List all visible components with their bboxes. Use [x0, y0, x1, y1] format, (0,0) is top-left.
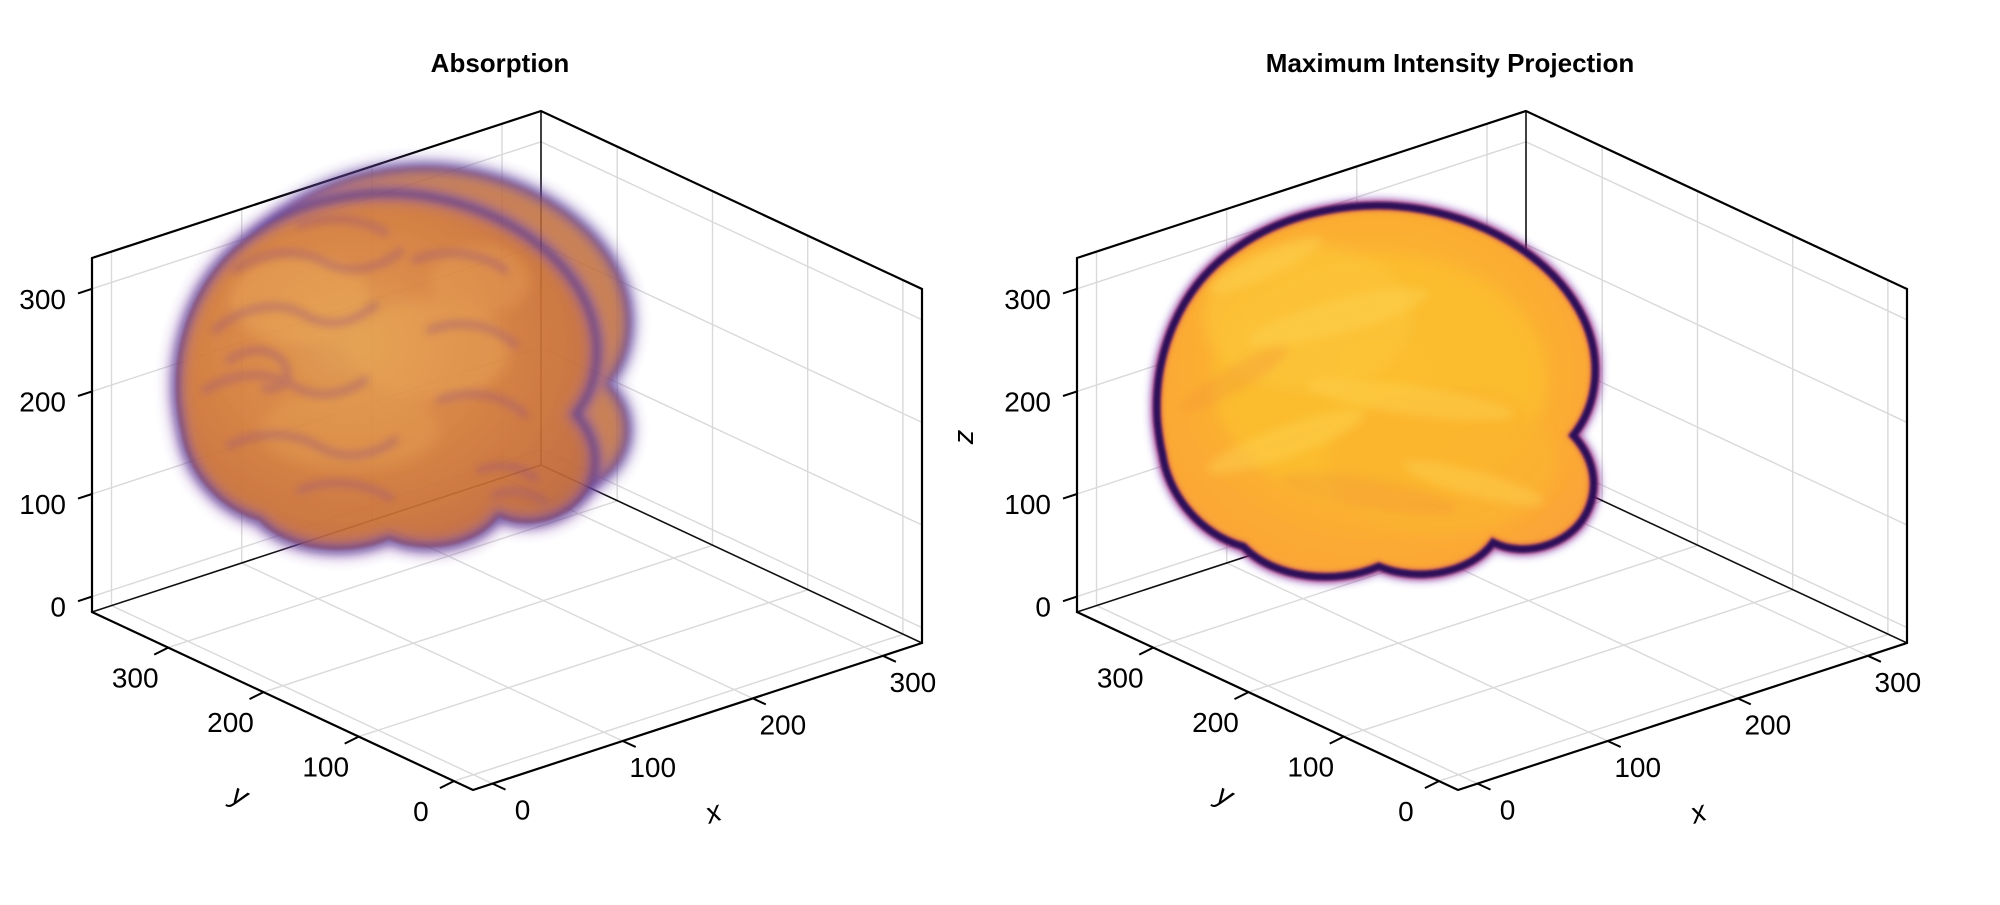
x-tick-label: 200 [759, 709, 806, 740]
z-axis-label: z [948, 429, 980, 445]
y-tick-label: 100 [1287, 752, 1334, 783]
y-tick-label: 200 [207, 707, 254, 738]
z-tick-label: 200 [1004, 386, 1051, 417]
y-tick-label: 100 [302, 752, 349, 783]
z-tick-label: 300 [19, 284, 66, 315]
x-tick-label: 0 [1500, 795, 1516, 826]
y-axis-tick-labels: 0 100 200 300 [112, 663, 429, 828]
x-tick-label: 100 [629, 752, 676, 783]
z-tick-label: 300 [1004, 284, 1051, 315]
x-tick-label: 200 [1744, 709, 1791, 740]
y-tick-label: 200 [1192, 707, 1239, 738]
y-tick-label: 300 [112, 663, 159, 694]
plot-title: Absorption [431, 48, 570, 78]
z-axis-tick-labels: 0 100 200 300 [1004, 284, 1051, 623]
right-plot-mip: Maximum Intensity Projection [948, 48, 1921, 831]
y-axis-label: y [1209, 777, 1239, 814]
x-axis-tick-labels: 0 100 200 300 [1500, 667, 1922, 826]
z-tick-label: 0 [50, 592, 66, 623]
x-tick-label: 0 [515, 795, 531, 826]
y-axis-tick-labels: 0 100 200 300 [1097, 663, 1414, 828]
z-tick-label: 100 [1004, 489, 1051, 520]
y-tick-label: 300 [1097, 663, 1144, 694]
x-tick-label: 300 [890, 667, 937, 698]
y-tick-label: 0 [1398, 796, 1414, 827]
z-tick-label: 200 [19, 386, 66, 417]
x-axis-label: x [1685, 795, 1712, 831]
x-axis-label: x [700, 795, 727, 831]
z-tick-label: 100 [19, 489, 66, 520]
brain-volume-mip [1157, 206, 1595, 577]
y-tick-label: 0 [413, 796, 429, 827]
left-plot-absorption: Absorption [19, 48, 936, 831]
z-axis-tick-labels: 0 100 200 300 [19, 284, 66, 623]
plot-title: Maximum Intensity Projection [1266, 48, 1634, 78]
x-tick-label: 300 [1875, 667, 1922, 698]
x-axis-tick-labels: 0 100 200 300 [515, 667, 937, 826]
brain-volume-absorption [176, 166, 631, 550]
x-tick-label: 100 [1614, 752, 1661, 783]
z-tick-label: 0 [1035, 592, 1051, 623]
y-axis-label: y [224, 777, 254, 814]
